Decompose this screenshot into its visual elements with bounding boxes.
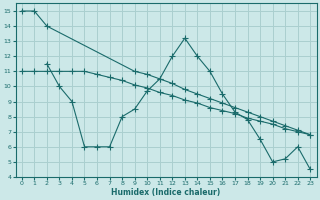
X-axis label: Humidex (Indice chaleur): Humidex (Indice chaleur) [111, 188, 221, 197]
